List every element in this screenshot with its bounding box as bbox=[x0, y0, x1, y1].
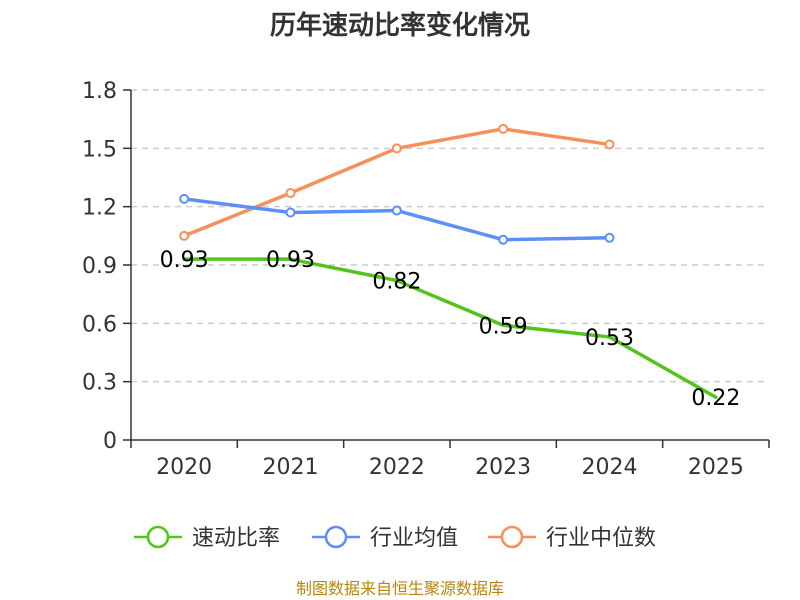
data-label: 0.59 bbox=[479, 314, 528, 339]
data-point bbox=[604, 139, 615, 150]
data-point bbox=[285, 188, 296, 199]
series-lines bbox=[182, 127, 718, 399]
data-point bbox=[391, 143, 402, 154]
y-tick-label: 1.8 bbox=[82, 79, 117, 104]
y-tick-label: 1.2 bbox=[82, 196, 117, 221]
x-tick-label: 2024 bbox=[582, 455, 638, 480]
y-tick-label: 0.3 bbox=[82, 371, 117, 396]
axes: 0 0.3 0.6 0.9 1.2 1.5 1.8 2020 2021 2022 2023 2024 2… bbox=[82, 79, 770, 480]
data-point bbox=[391, 205, 402, 216]
data-label: 0.22 bbox=[691, 386, 740, 411]
legend-label: 速动比率 bbox=[192, 526, 280, 551]
legend-label: 行业中位数 bbox=[546, 526, 656, 551]
x-tick-label: 2022 bbox=[369, 455, 425, 480]
data-label: 0.93 bbox=[266, 248, 315, 273]
data-label: 0.82 bbox=[372, 270, 421, 295]
x-tick-label: 2021 bbox=[263, 455, 319, 480]
x-tick-label: 2025 bbox=[688, 455, 744, 480]
legend-marker bbox=[146, 525, 170, 549]
data-label: 0.93 bbox=[160, 248, 209, 273]
data-labels: 0.93 0.93 0.82 0.59 0.53 0.22 bbox=[160, 248, 741, 411]
source-note: 制图数据来自恒生聚源数据库 bbox=[296, 579, 504, 598]
y-tick-label: 0 bbox=[103, 429, 117, 454]
data-point bbox=[604, 232, 615, 243]
series-line-行业均值 bbox=[182, 197, 612, 242]
chart-title: 历年速动比率变化情况 bbox=[270, 10, 530, 41]
legend-marker bbox=[324, 525, 348, 549]
legend-item-行业均值[interactable]: 行业均值 bbox=[312, 525, 458, 551]
y-tick-label: 0.9 bbox=[82, 254, 117, 279]
legend[interactable]: 速动比率 行业均值 行业中位数 bbox=[134, 525, 656, 551]
grid-lines bbox=[131, 89, 769, 383]
data-point bbox=[179, 230, 190, 241]
data-point bbox=[285, 207, 296, 218]
legend-label: 行业均值 bbox=[370, 526, 458, 551]
data-point bbox=[498, 234, 509, 245]
series-markers bbox=[179, 123, 615, 245]
y-tick-label: 0.6 bbox=[82, 312, 117, 337]
legend-item-行业中位数[interactable]: 行业中位数 bbox=[488, 525, 656, 551]
y-tick-label: 1.5 bbox=[82, 137, 117, 162]
series-line-速动比率 bbox=[182, 257, 718, 399]
data-point bbox=[179, 193, 190, 204]
x-tick-label: 2023 bbox=[475, 455, 531, 480]
legend-item-速动比率[interactable]: 速动比率 bbox=[134, 525, 280, 551]
legend-marker bbox=[500, 525, 524, 549]
data-label: 0.53 bbox=[585, 326, 634, 351]
x-tick-label: 2020 bbox=[156, 455, 212, 480]
data-point bbox=[498, 123, 509, 134]
